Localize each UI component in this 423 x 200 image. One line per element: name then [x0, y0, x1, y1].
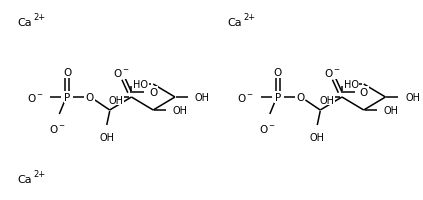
- Text: O$^-$: O$^-$: [49, 122, 66, 134]
- Text: O: O: [274, 68, 282, 78]
- Text: O$^-$: O$^-$: [324, 67, 341, 79]
- Text: HO: HO: [133, 80, 148, 90]
- Text: O$^-$: O$^-$: [113, 67, 130, 79]
- Text: OH: OH: [195, 93, 210, 102]
- Text: Ca: Ca: [18, 18, 33, 28]
- Text: O$^-$: O$^-$: [27, 92, 44, 103]
- Text: OH: OH: [405, 93, 420, 102]
- Text: O: O: [63, 68, 71, 78]
- Text: HO: HO: [344, 80, 359, 90]
- Text: OH: OH: [99, 132, 114, 142]
- Text: O: O: [86, 93, 94, 102]
- Text: 2+: 2+: [243, 13, 255, 22]
- Text: OH: OH: [173, 105, 188, 115]
- Text: 2+: 2+: [33, 169, 46, 178]
- Text: Ca: Ca: [18, 174, 33, 184]
- Text: O: O: [297, 93, 305, 102]
- Text: O: O: [149, 88, 157, 98]
- Text: OH: OH: [384, 105, 398, 115]
- Text: O$^-$: O$^-$: [237, 92, 254, 103]
- Text: O$^-$: O$^-$: [259, 122, 276, 134]
- Text: O: O: [360, 88, 368, 98]
- Text: 2+: 2+: [33, 13, 46, 22]
- Text: OH: OH: [310, 132, 325, 142]
- Text: P: P: [64, 93, 70, 102]
- Text: OH: OH: [109, 96, 124, 105]
- Text: OH: OH: [319, 96, 334, 105]
- Text: P: P: [275, 93, 281, 102]
- Text: Ca: Ca: [227, 18, 242, 28]
